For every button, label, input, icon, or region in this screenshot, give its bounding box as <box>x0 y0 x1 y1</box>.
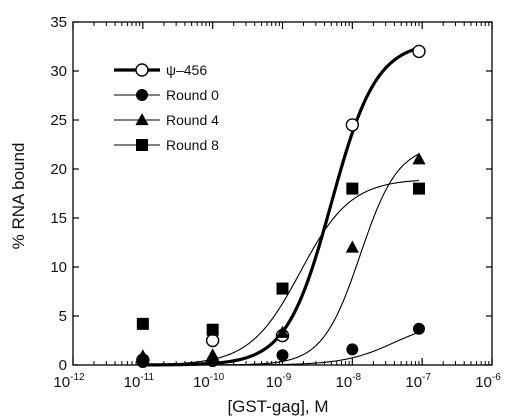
x-tick-label: 10-6 <box>475 372 501 391</box>
x-tick-label: 10-11 <box>124 372 155 391</box>
y-tick-label: 25 <box>50 112 67 129</box>
legend-label: Round 0 <box>166 87 219 103</box>
data-point <box>275 325 290 338</box>
y-tick-label: 15 <box>50 210 67 227</box>
data-point <box>412 182 425 195</box>
y-tick-label: 0 <box>59 357 67 374</box>
y-tick-label: 20 <box>50 161 67 178</box>
y-tick-label: 5 <box>59 308 67 325</box>
legend-marker <box>136 89 148 101</box>
fit-curve <box>142 153 420 366</box>
data-point <box>136 349 150 362</box>
legend-marker <box>135 63 149 77</box>
plot-frame <box>72 21 493 366</box>
data-point <box>206 323 219 336</box>
data-point <box>345 240 359 253</box>
data-point <box>412 44 426 59</box>
data-point <box>276 282 289 295</box>
legend-marker <box>135 113 149 126</box>
y-tick-label: 10 <box>50 259 67 276</box>
data-point <box>346 182 359 195</box>
legend-label: ψ–456 <box>166 62 207 78</box>
x-tick-label: 10-7 <box>405 372 431 391</box>
legend-label: Round 8 <box>166 137 219 153</box>
x-axis-title: [GST-gag], M <box>227 397 328 416</box>
data-point <box>412 322 425 335</box>
legend-marker <box>136 139 148 151</box>
data-point <box>136 317 149 330</box>
y-tick-label: 30 <box>50 63 67 80</box>
data-point <box>412 152 426 165</box>
x-tick-label: 10-8 <box>336 372 362 391</box>
y-axis-title: % RNA bound <box>9 143 28 250</box>
x-tick-label: 10-12 <box>53 372 85 391</box>
data-point <box>206 348 220 361</box>
y-tick-label: 35 <box>50 14 67 31</box>
data-point <box>276 349 289 362</box>
fit-curve <box>142 179 420 366</box>
x-tick-label: 10-10 <box>193 372 225 391</box>
data-point <box>345 118 360 132</box>
x-tick-label: 10-9 <box>266 372 292 391</box>
data-point <box>205 333 220 348</box>
legend-label: Round 4 <box>166 112 219 128</box>
data-point <box>346 343 359 356</box>
plot-area: 0 5 10 15 20 25 30 35 10-12 10-11 10-10 10-9 10-8 10-… <box>50 14 501 391</box>
